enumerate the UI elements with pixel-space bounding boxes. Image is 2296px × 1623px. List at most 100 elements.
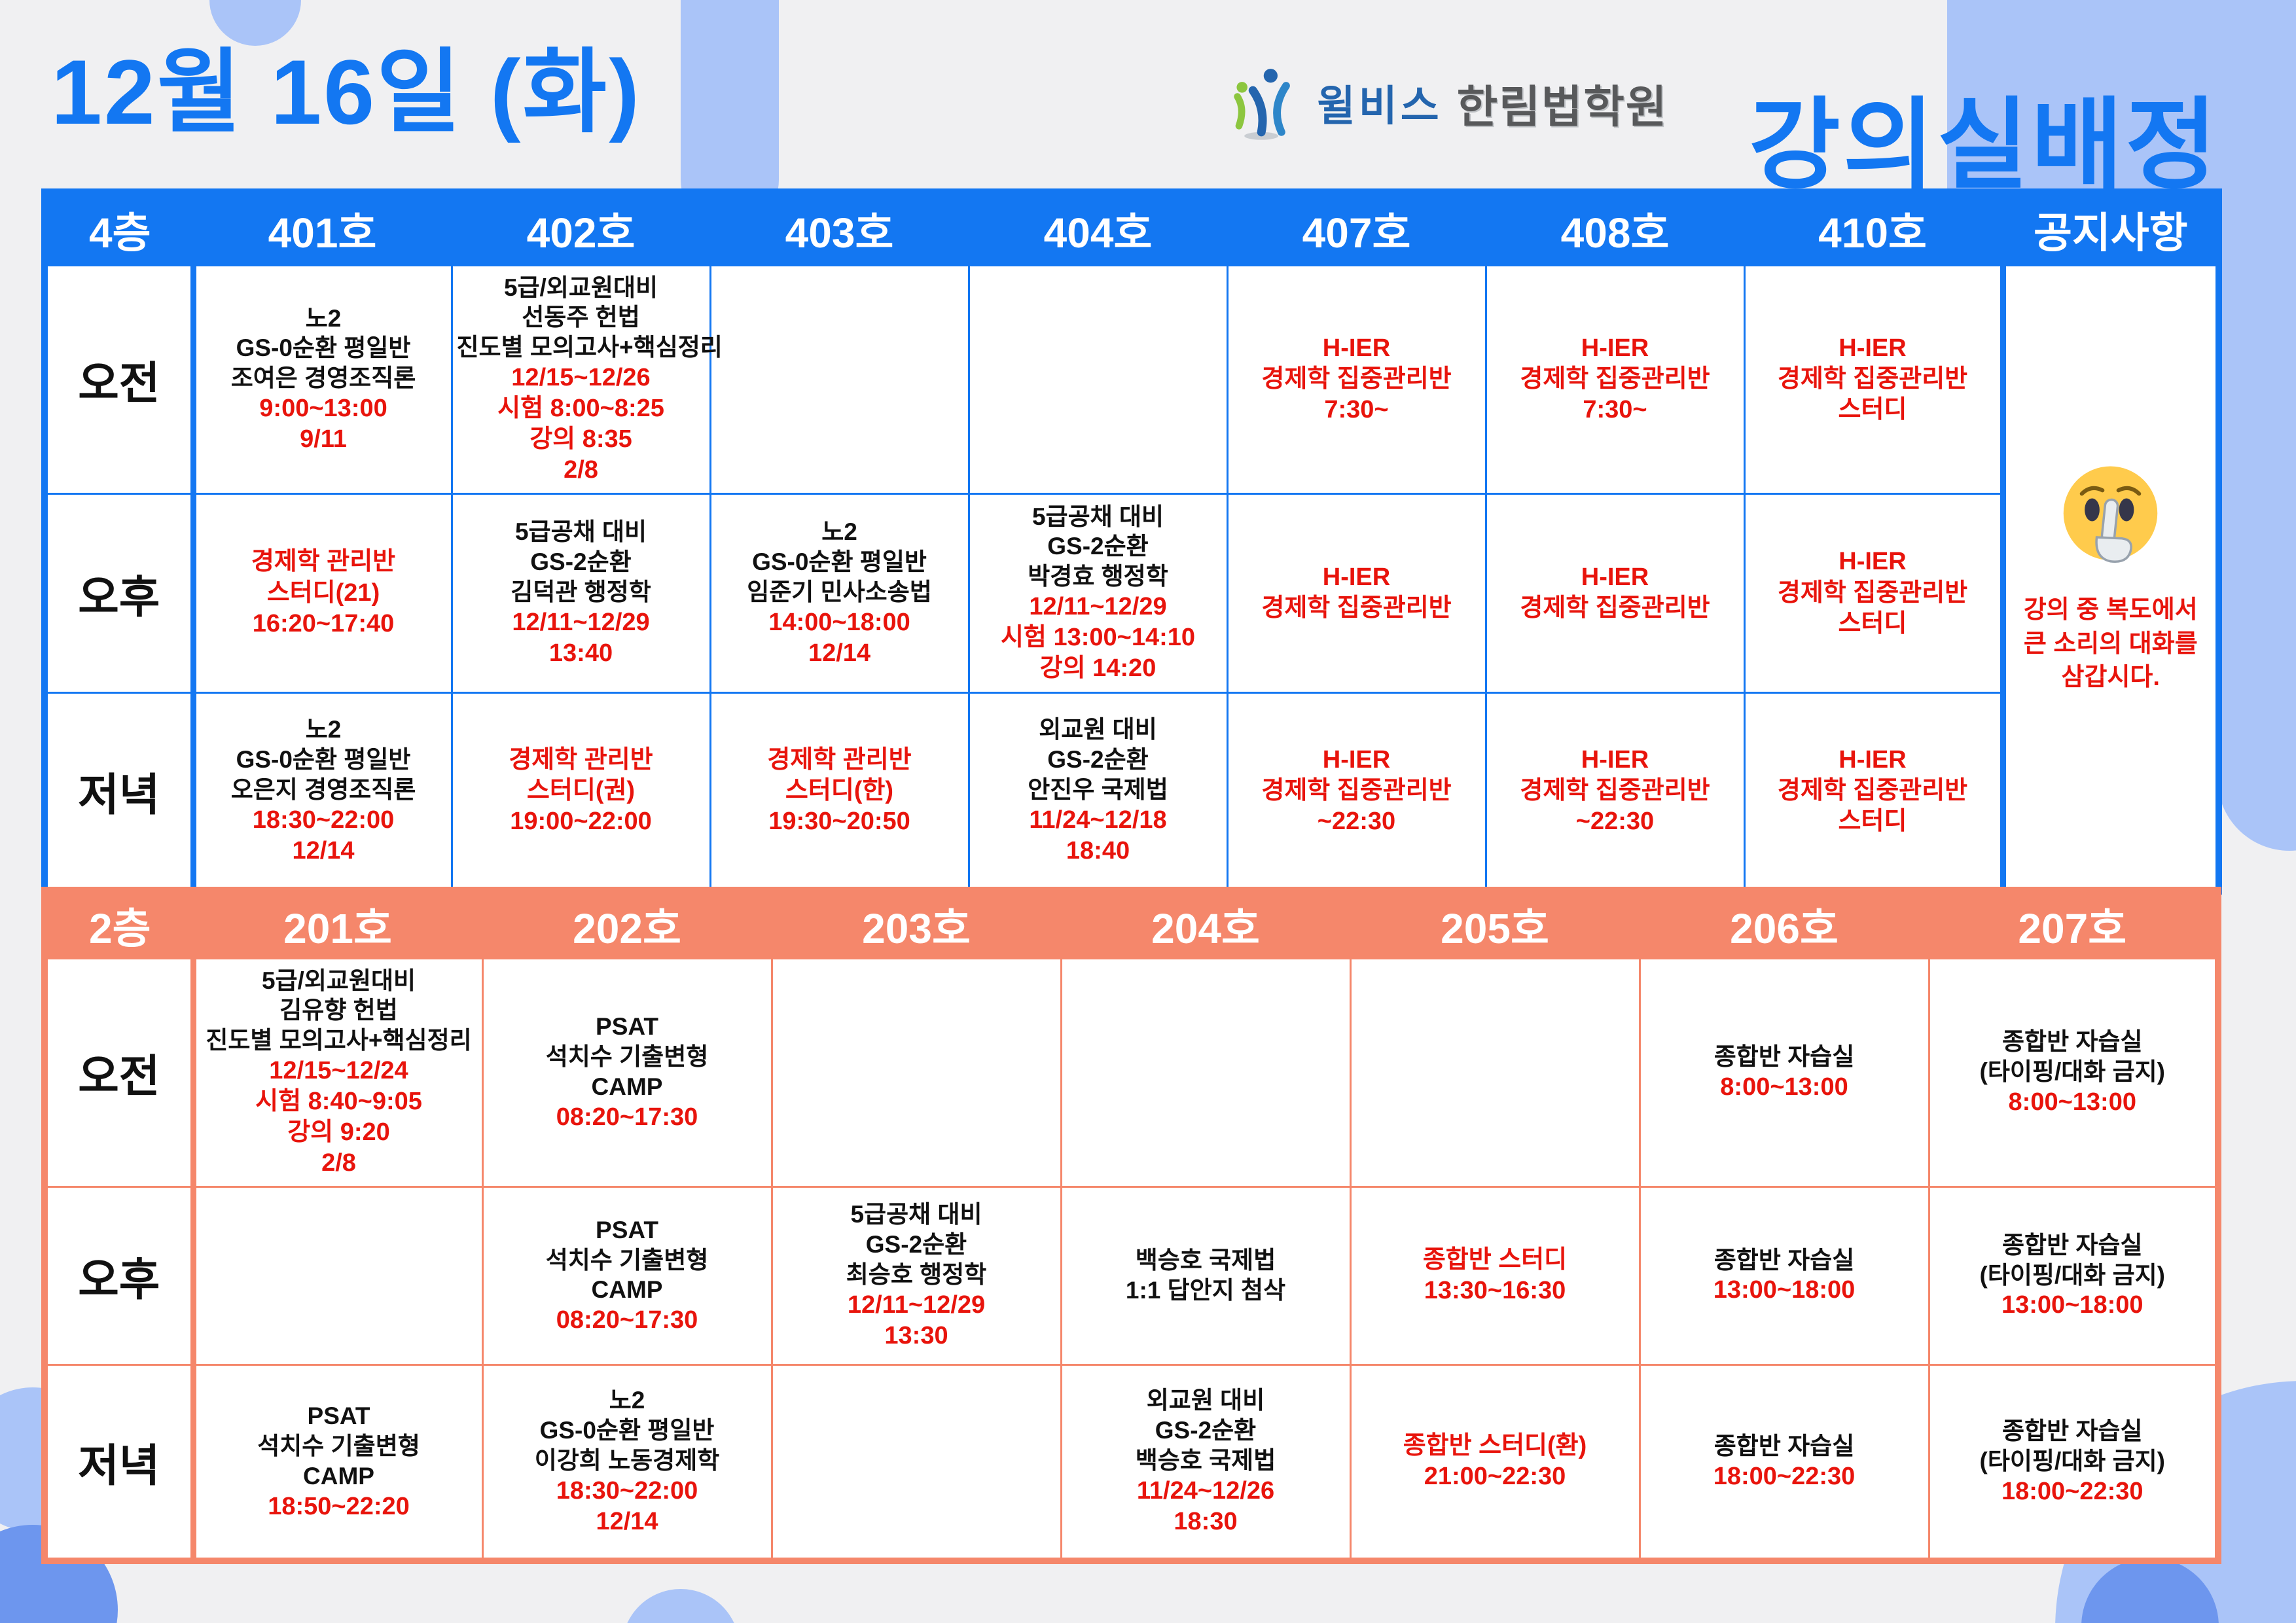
time-slot-label: 오전 [43,957,196,1188]
schedule-line: 경제학 집중관리반 [1777,365,1968,393]
schedule-line: 스터디 [1838,807,1907,835]
schedule-line: GS-0순환 평일반 [539,1417,715,1444]
room-header: 203호 [770,889,1062,959]
schedule-cell: 경제학 관리반 스터디(한) 19:30~20:50 [709,691,970,893]
schedule-line: 5급공채 대비 [850,1201,982,1228]
schedule-cell [770,1363,1062,1562]
schedule-cell: 종합반 자습실 18:00~22:30 [1638,1363,1930,1562]
schedule-line: 김덕관 행정학 [511,578,651,605]
time-slot-label: 오전 [43,264,196,495]
schedule-cell [1349,957,1641,1188]
schedule-cell: 경제학 관리반 스터디(21) 16:20~17:40 [192,492,453,694]
schedule-line: ~22:30 [1317,807,1396,835]
schedule-line: 13:40 [548,639,613,667]
schedule-line: 진도별 모의고사+핵심정리 [206,1027,472,1054]
schedule-cell: 5급공채 대비 GS-2순환 최승호 행정학 12/11~12/29 13:30 [770,1185,1062,1366]
schedule-line: GS-2순환 [530,548,632,576]
schedule-cell: 외교원 대비 GS-2순환 백승호 국제법 11/24~12/26 18:30 [1060,1363,1352,1562]
schedule-line: 강의 14:20 [1039,654,1157,683]
schedule-line: H-IER [1839,548,1907,576]
schedule-line: 9:00~13:00 [259,395,387,423]
schedule-line: 강의 9:20 [287,1118,390,1147]
schedule-cell: 5급공채 대비 GS-2순환 박경효 행정학 12/11~12/29 시험 13:00~… [967,492,1229,694]
schedule-line: H-IER [1322,334,1391,362]
decor-blob [622,1589,740,1623]
schedule-line: PSAT [596,1013,658,1041]
schedule-line: 경제학 집중관리반 [1777,579,1968,607]
schedule-line: 12/11~12/29 [512,608,650,636]
notice-line: 삼갑시다. [2061,663,2160,691]
schedule-line: 11/24~12/26 [1136,1477,1275,1505]
schedule-line: 시험 8:00~8:25 [497,395,664,423]
schedule-cell: 노2 GS-0순환 평일반 이강희 노동경제학 18:30~22:00 12/14 [481,1363,773,1562]
schedule-cell: 노2 GS-0순환 평일반 임준기 민사소송법 14:00~18:00 12/14 [709,492,970,694]
schedule-line: 박경효 행정학 [1028,563,1168,590]
schedule-line: 8:00~13:00 [2008,1088,2136,1116]
schedule-cell: 노2 GS-0순환 평일반 오은지 경영조직론 18:30~22:00 12/14 [192,691,453,893]
schedule-line: 1:1 답안지 첨삭 [1125,1277,1286,1304]
schedule-cell: H-IER 경제학 집중관리반 7:30~ [1226,264,1487,495]
schedule-line: 석치수 기출변형 [545,1246,709,1274]
schedule-line: PSAT [307,1402,370,1429]
schedule-line: GS-0순환 평일반 [236,334,411,362]
schedule-line: 13:00~18:00 [1713,1276,1856,1304]
schedule-cell: H-IER 경제학 집중관리반 스터디 [1743,691,2004,893]
room-header: 410호 [1743,190,2004,266]
schedule-line: (타이핑/대화 금지) [1979,1261,2165,1289]
schedule-cell: 외교원 대비 GS-2순환 안진우 국제법 11/24~12/18 18:40 [967,691,1229,893]
schedule-line: 13:00~18:00 [2001,1291,2144,1319]
page-title-date: 12월 16일 (화) [51,41,641,143]
decor-blob [2217,196,2296,851]
schedule-line: 선동주 헌법 [522,304,640,331]
schedule-line: 2/8 [321,1149,356,1177]
logo-brand-text: 윌비스 [1317,82,1443,130]
schedule-line: GS-2순환 [1047,746,1149,774]
schedule-cell: 종합반 자습실 (타이핑/대화 금지) 8:00~13:00 [1928,957,2219,1188]
schedule-line: 석치수 기출변형 [257,1432,420,1459]
notice-header: 공지사항 [2000,190,2220,266]
willbis-logo-icon [1234,69,1290,140]
schedule-line: 종합반 자습실 [1713,1043,1855,1071]
schedule-cell: H-IER 경제학 집중관리반 [1484,492,1746,694]
schedule-line: 스터디 [1838,609,1907,637]
schedule-line: 강의 8:35 [529,425,632,454]
floor-label: 4층 [43,190,194,266]
schedule-line: 종합반 자습실 [1713,1432,1855,1459]
schedule-line: 조여은 경영조직론 [230,365,416,392]
schedule-cell: 종합반 자습실 (타이핑/대화 금지) 18:00~22:30 [1928,1363,2219,1562]
schedule-line: 경제학 집중관리반 [1777,776,1968,804]
schedule-line: 김유향 헌법 [279,997,398,1024]
schedule-cell: 경제학 관리반 스터디(권) 19:00~22:00 [450,691,711,893]
schedule-line: 노2 [609,1387,645,1414]
schedule-line: 12/11~12/29 [1029,593,1167,621]
schedule-cell: 종합반 자습실 (타이핑/대화 금지) 13:00~18:00 [1928,1185,2219,1366]
schedule-line: ~22:30 [1575,807,1655,835]
schedule-line: 12/11~12/29 [847,1291,986,1319]
schedule-cell: PSAT 석치수 기출변형 CAMP 18:50~22:20 [192,1363,484,1562]
schedule-line: 경제학 관리반 [509,745,653,774]
schedule-line: GS-2순환 [1047,533,1149,560]
schedule-line: 종합반 스터디(환) [1403,1432,1587,1460]
logo-academy-text: 한림법학원 [1456,82,1668,132]
schedule-line: 시험 8:40~9:05 [255,1088,422,1116]
room-header: 407호 [1226,190,1487,266]
floor4-schedule-table: 4층 401호 402호 403호 404호 407호 408호 410호 공지사항 오전 노2 GS… [41,188,2222,895]
schedule-line: 최승호 행정학 [846,1260,987,1288]
schedule-cell: H-IER 경제학 집중관리반 7:30~ [1484,264,1746,495]
notice-line: 큰 소리의 대화를 [2023,630,2198,658]
schedule-line: 스터디(한) [785,776,894,804]
schedule-line: GS-0순환 평일반 [236,746,411,774]
schedule-cell: 5급공채 대비 GS-2순환 김덕관 행정학 12/11~12/29 13:40 [450,492,711,694]
schedule-line: 9/11 [300,425,347,454]
notice-cell: 강의 중 복도에서 큰 소리의 대화를 삼갑시다. [2000,264,2220,893]
schedule-line: H-IER [1322,745,1391,774]
schedule-cell: H-IER 경제학 집중관리반 ~22:30 [1226,691,1487,893]
schedule-line: 13:30~16:30 [1424,1277,1566,1305]
schedule-cell: H-IER 경제학 집중관리반 ~22:30 [1484,691,1746,893]
room-header: 206호 [1638,889,1930,959]
schedule-line: 스터디 [1838,396,1907,424]
schedule-cell: 종합반 자습실 8:00~13:00 [1638,957,1930,1188]
schedule-cell: 5급/외교원대비 김유향 헌법 진도별 모의고사+핵심정리 12/15~12/24 시험… [192,957,484,1188]
schedule-line: 5급공채 대비 [1031,503,1164,530]
